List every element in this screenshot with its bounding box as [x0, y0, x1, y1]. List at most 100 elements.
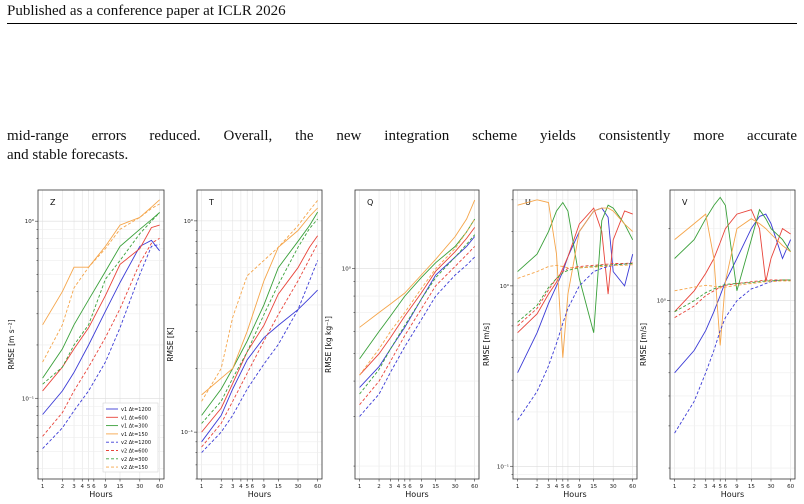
x-tick-label: 60 [156, 484, 163, 490]
x-tick-label: 5 [718, 484, 722, 490]
x-tick-label: 60 [787, 484, 794, 490]
x-tick-label: 6 [408, 484, 412, 490]
y-axis-label: RMSE [m/s] [639, 323, 648, 366]
x-tick-label: 4 [239, 484, 243, 490]
panel-label: Q [367, 198, 373, 207]
x-tick-label: 6 [251, 484, 255, 490]
plot-frame [669, 189, 796, 480]
x-tick-label: 15 [116, 484, 123, 490]
x-tick-label: 2 [377, 484, 381, 490]
y-tick-label: 10⁰ [500, 283, 510, 290]
series-line [201, 211, 318, 416]
x-tick-label: 4 [397, 484, 401, 490]
series-line [674, 279, 791, 318]
x-axis-label: Hours [405, 490, 428, 499]
x-tick-label: 3 [547, 484, 551, 490]
series-line [674, 196, 791, 291]
y-tick-label: 10⁻¹ [497, 463, 509, 470]
paragraph-line-2: and stable forecasts. [7, 147, 129, 163]
x-tick-label: 2 [692, 484, 696, 490]
series-line [42, 243, 160, 449]
series-line [517, 207, 634, 373]
paragraph-line-1: mid-range errors reduced. Overall, the n… [7, 128, 797, 144]
series-line [42, 203, 160, 363]
series-line [517, 199, 634, 358]
body-paragraph: mid-range errors reduced. Overall, the n… [7, 127, 797, 165]
y-axis-label: RMSE [m/s] [482, 323, 491, 366]
x-axis-label: Hours [248, 490, 271, 499]
series-line [674, 279, 791, 313]
x-tick-label: 1 [673, 484, 677, 490]
x-tick-label: 9 [420, 484, 424, 490]
x-tick-label: 4 [555, 484, 559, 490]
y-tick-label: 10⁰ [25, 218, 35, 225]
x-tick-label: 15 [275, 484, 282, 490]
x-tick-label: 1 [41, 484, 45, 490]
y-tick-label: 10⁻¹ [22, 395, 34, 402]
x-axis-label: Hours [563, 490, 586, 499]
legend-entry: v1 Δt=1200 [121, 407, 151, 413]
series-line [517, 264, 633, 279]
series-line [517, 207, 633, 334]
x-tick-label: 9 [104, 484, 108, 490]
series-line [359, 256, 476, 417]
running-header: Published as a conference paper at ICLR … [7, 3, 286, 19]
series-line [359, 199, 476, 328]
legend-box [102, 402, 159, 473]
panel-t: 1 2 3 4 5 6 9 15 30 60 10⁻¹ 10⁰ Hours RMSE [K] T [166, 189, 323, 499]
series-line [674, 279, 791, 434]
y-tick-label: 10⁰ [184, 218, 194, 225]
y-axis-label: RMSE [K] [166, 327, 175, 361]
series-line [201, 207, 318, 396]
series-line [674, 213, 792, 374]
y-tick-label: 10⁻¹ [181, 429, 193, 436]
legend-entry: v2 Δt=1200 [121, 440, 151, 446]
y-axis-label: RMSE [kg kg⁻¹] [324, 316, 333, 373]
x-tick-label: 30 [610, 484, 617, 490]
x-axis-label: Hours [89, 490, 112, 499]
series-line [517, 263, 633, 421]
x-tick-label: 3 [72, 484, 76, 490]
x-tick-label: 3 [231, 484, 235, 490]
series-line [674, 213, 791, 346]
legend-entry: v1 Δt=150 [121, 432, 148, 438]
x-tick-label: 2 [535, 484, 539, 490]
x-tick-label: 60 [471, 484, 478, 490]
plot-frame [37, 189, 165, 480]
x-tick-label: 30 [452, 484, 459, 490]
x-tick-label: 5 [561, 484, 565, 490]
panel-v: 1 2 3 4 5 6 9 15 30 60 10⁰ Hours RMSE [m/s] V [639, 189, 796, 499]
series-line [201, 235, 318, 433]
legend-entry: v2 Δt=150 [121, 465, 148, 471]
y-tick-label: 10⁰ [657, 298, 667, 305]
series-line [359, 227, 476, 376]
series-line [201, 260, 319, 453]
plot-frame [512, 189, 638, 480]
series-line [42, 199, 160, 326]
x-tick-label: 3 [704, 484, 708, 490]
x-tick-label: 30 [767, 484, 774, 490]
series-line [201, 243, 318, 448]
x-tick-label: 15 [432, 484, 439, 490]
series-line [42, 237, 160, 437]
panel-q: 1 2 3 4 5 6 9 15 30 60 10⁰ Hours RMSE [kg kg⁻¹] Q [324, 189, 480, 499]
x-tick-label: 3 [389, 484, 393, 490]
series-line [517, 201, 634, 333]
legend: v1 Δt=1200 v1 Δt=600 v1 Δt=300 v1 Δt=150 v2 … [102, 402, 159, 473]
x-tick-label: 2 [219, 484, 223, 490]
x-tick-label: 2 [61, 484, 65, 490]
series-line [42, 212, 160, 379]
x-tick-label: 4 [80, 484, 84, 490]
x-tick-label: 5 [403, 484, 407, 490]
series-line [517, 263, 633, 323]
x-tick-label: 60 [314, 484, 321, 490]
plot-frame [354, 189, 480, 480]
x-tick-label: 5 [245, 484, 249, 490]
series-line [201, 200, 318, 402]
x-tick-label: 4 [712, 484, 716, 490]
series-line [359, 218, 476, 376]
x-tick-label: 1 [516, 484, 520, 490]
series-line [201, 289, 318, 443]
panel-label: Z [50, 198, 56, 207]
